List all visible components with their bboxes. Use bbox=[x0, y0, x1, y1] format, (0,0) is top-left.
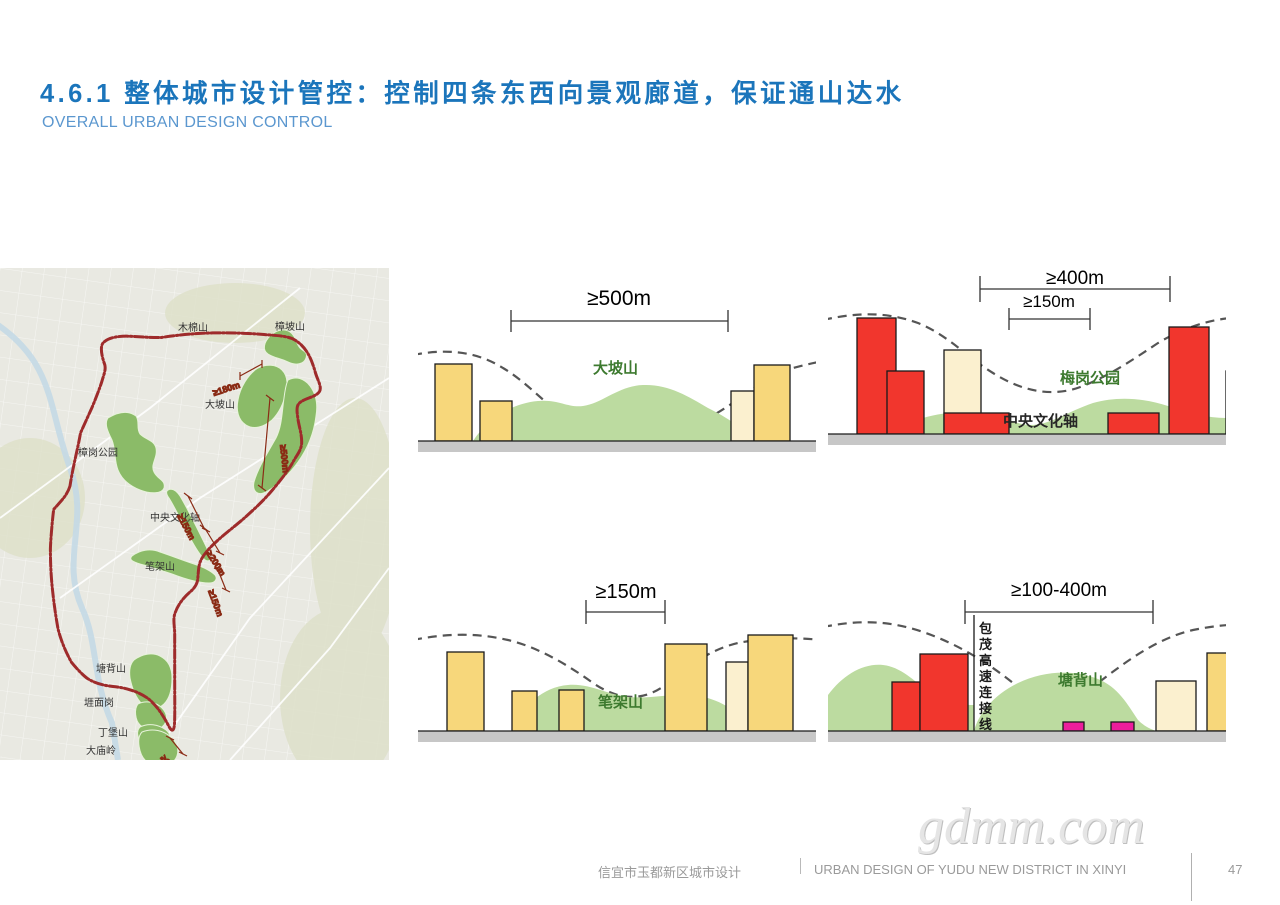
svg-text:线: 线 bbox=[979, 717, 992, 732]
svg-text:笔架山: 笔架山 bbox=[145, 560, 175, 573]
svg-text:堐面岗: 堐面岗 bbox=[84, 696, 114, 709]
svg-text:大庙岭: 大庙岭 bbox=[86, 744, 116, 757]
svg-text:大坡山: 大坡山 bbox=[205, 398, 235, 411]
svg-text:速: 速 bbox=[979, 669, 992, 684]
svg-text:大坡山: 大坡山 bbox=[593, 359, 638, 377]
svg-text:连: 连 bbox=[979, 685, 993, 700]
svg-text:塘背山: 塘背山 bbox=[1058, 671, 1103, 689]
svg-text:梅岗公园: 梅岗公园 bbox=[1060, 369, 1120, 387]
svg-text:塘背山: 塘背山 bbox=[96, 662, 126, 675]
svg-text:接: 接 bbox=[979, 701, 992, 716]
svg-text:≥150m: ≥150m bbox=[1023, 292, 1075, 311]
svg-text:笔架山: 笔架山 bbox=[598, 693, 643, 711]
svg-text:茂: 茂 bbox=[979, 637, 992, 652]
svg-text:木棉山: 木棉山 bbox=[178, 321, 208, 334]
svg-text:丁堡山: 丁堡山 bbox=[98, 726, 128, 739]
svg-text:包: 包 bbox=[979, 621, 992, 636]
svg-text:≥500m: ≥500m bbox=[587, 287, 651, 310]
svg-text:≥400m: ≥400m bbox=[1046, 268, 1104, 289]
svg-text:高: 高 bbox=[979, 653, 992, 668]
svg-text:中央文化轴: 中央文化轴 bbox=[1003, 412, 1078, 430]
svg-text:中央文化轴: 中央文化轴 bbox=[150, 511, 200, 524]
svg-text:樟岗公园: 樟岗公园 bbox=[78, 446, 118, 459]
svg-text:≥150m: ≥150m bbox=[595, 581, 656, 603]
svg-text:≥100-400m: ≥100-400m bbox=[1011, 580, 1107, 601]
svg-text:樟坡山: 樟坡山 bbox=[275, 320, 305, 333]
